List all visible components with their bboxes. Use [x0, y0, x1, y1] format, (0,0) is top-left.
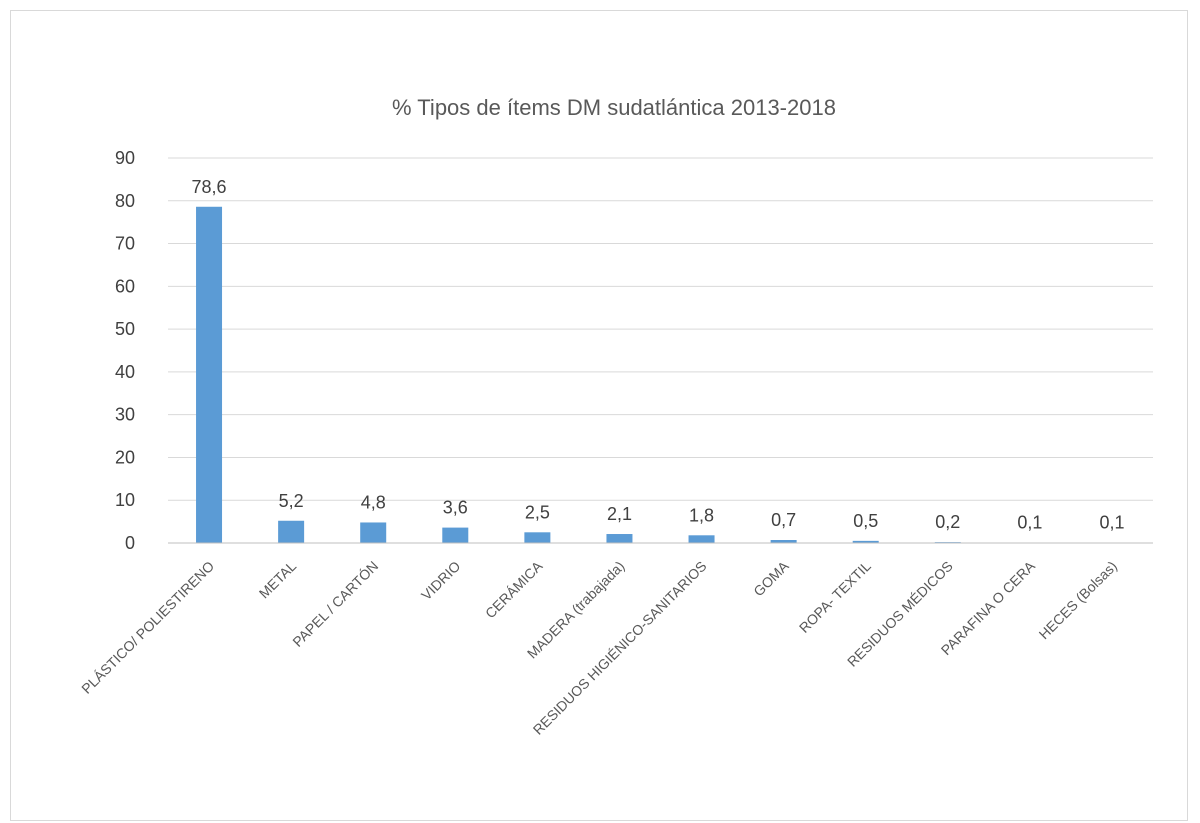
y-tick-label: 0: [125, 533, 135, 553]
data-label: 3,6: [443, 498, 468, 518]
category-label: PARAFINA O CERA: [938, 557, 1039, 658]
data-label: 2,5: [525, 502, 550, 522]
data-label: 0,2: [935, 512, 960, 532]
y-tick-label: 90: [115, 148, 135, 168]
category-label: PLÁSTICO/ POLIESTIRENO: [78, 558, 217, 697]
y-tick-label: 20: [115, 447, 135, 467]
bars: [196, 206, 1125, 544]
bar: [442, 527, 469, 543]
bar: [196, 206, 223, 543]
y-tick-label: 70: [115, 234, 135, 254]
category-label: GOMA: [750, 557, 792, 599]
category-label: METAL: [256, 558, 300, 602]
data-label: 0,5: [853, 511, 878, 531]
category-label: CERÁMICA: [482, 557, 546, 621]
bar: [606, 534, 633, 543]
category-label: RESIDUOS HIGIÉNICO-SANITARIOS: [530, 558, 710, 738]
y-tick-label: 40: [115, 362, 135, 382]
bar: [278, 520, 305, 543]
data-label: 5,2: [279, 491, 304, 511]
y-tick-label: 30: [115, 405, 135, 425]
data-label: 0,7: [771, 510, 796, 530]
y-axis-ticks: 0 10 20 30 40 50 60 70 80 90: [115, 148, 135, 553]
y-tick-label: 60: [115, 276, 135, 296]
bar: [360, 522, 387, 543]
bar: [524, 532, 551, 543]
gridlines: [168, 157, 1153, 501]
y-tick-label: 10: [115, 490, 135, 510]
chart-title: % Tipos de ítems DM sudatlántica 2013-20…: [392, 95, 836, 120]
data-labels: 78,6 5,2 4,8 3,6 2,5 2,1 1,8 0,7 0,5 0,2 0,1 0,1: [192, 177, 1125, 533]
bar: [688, 535, 715, 543]
data-label: 0,1: [1099, 513, 1124, 533]
category-label: PAPEL / CARTÓN: [289, 558, 381, 650]
data-label: 4,8: [361, 492, 386, 512]
bar: [770, 540, 797, 543]
category-label: ROPA- TEXTIL: [796, 558, 874, 636]
category-label: VIDRIO: [418, 558, 463, 603]
data-label: 78,6: [192, 177, 227, 197]
data-label: 1,8: [689, 505, 714, 525]
category-label: HECES (Bolsas): [1036, 558, 1120, 642]
y-tick-label: 80: [115, 191, 135, 211]
data-label: 2,1: [607, 504, 632, 524]
y-tick-label: 50: [115, 319, 135, 339]
data-label: 0,1: [1017, 513, 1042, 533]
bar: [852, 540, 879, 543]
